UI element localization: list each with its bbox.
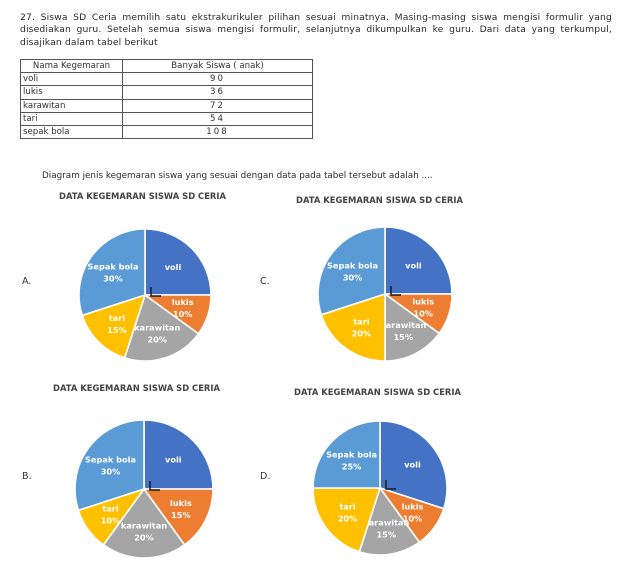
slice-label-voli: voli xyxy=(405,261,422,271)
slice-label-voli: voli xyxy=(165,262,182,272)
slice-percent-karawitan: 15% xyxy=(376,530,396,540)
slice-label-tari: tari xyxy=(339,502,355,512)
slice-percent-sepak-bola: 25% xyxy=(342,462,362,472)
slice-label-sepak-bola: Sepak bola xyxy=(85,455,136,465)
option-label-b[interactable]: B. xyxy=(22,471,32,482)
pie-slice-sepak-bola xyxy=(78,228,146,317)
header-name: Nama Kegemaran xyxy=(20,58,123,74)
pie-chart-d: voli lukis 10%karawitan 15% tari 20% Sepak bol… xyxy=(312,420,448,556)
slice-label-lukis: lukis xyxy=(170,498,192,508)
chart-title-d: DATA KEGEMARAN SISWA SD CERIA xyxy=(294,387,461,397)
slice-label-karawitan: karawitan xyxy=(134,323,180,333)
slice-percent-karawitan: 20% xyxy=(134,532,154,542)
pie-chart-a: voli lukis 10% karawitan 20% tari 15% Sepak bol… xyxy=(78,228,212,362)
pie-slice-karawitan xyxy=(123,293,200,362)
slice-label-tari: tari xyxy=(102,503,118,513)
pie-slice-sepak-bola xyxy=(317,226,386,316)
right-angle-marker xyxy=(150,287,161,297)
table-row: lukis 36 xyxy=(20,85,313,100)
slice-label-tari: tari xyxy=(353,317,369,327)
header-count: Banyak Siswa ( anak) xyxy=(122,58,313,74)
option-label-c[interactable]: C. xyxy=(260,276,270,287)
table-row: karawitan 72 xyxy=(20,98,313,113)
right-angle-marker xyxy=(385,480,396,490)
question-text: 27. Siswa SD Ceria memilih satu ekstraku… xyxy=(20,12,612,48)
chart-title-b: DATA KEGEMARAN SISWA SD CERIA xyxy=(53,383,220,393)
cell-count: 72 xyxy=(122,98,313,113)
cell-name: tari xyxy=(20,111,123,126)
option-label-a[interactable]: A. xyxy=(22,276,32,287)
pie-slice-karawitan xyxy=(358,486,421,556)
slice-percent-lukis: 10% xyxy=(173,309,193,319)
slice-percent-sepak-bola: 30% xyxy=(343,272,363,282)
prompt-text: Diagram jenis kegemaran siswa yang sesua… xyxy=(42,171,433,181)
slice-percent-lukis: 10% xyxy=(413,308,433,318)
slice-label-voli: voli xyxy=(165,455,182,465)
slice-label-sepak-bola: Sepak bola xyxy=(326,450,377,460)
slice-label-sepak-bola: Sepak bola xyxy=(88,262,139,272)
right-angle-marker xyxy=(390,286,401,296)
slice-label-lukis: lukis xyxy=(412,296,434,306)
table-row: sepak bola 108 xyxy=(20,124,313,140)
slice-percent-karawitan: 15% xyxy=(393,332,413,342)
table-row: voli 90 xyxy=(20,72,313,87)
slice-percent-sepak-bola: 30% xyxy=(103,274,123,284)
slice-label-voli: voli xyxy=(404,459,421,469)
pie-slice-karawitan xyxy=(102,487,186,559)
slice-label-sepak-bola: Sepak bola xyxy=(327,260,378,270)
pie-slice-tari xyxy=(320,292,386,362)
right-angle-marker xyxy=(149,481,160,491)
cell-name: lukis xyxy=(20,85,123,100)
pie-chart-c: voli lukis 10% karawitan 15% tari 20% Sepak bol… xyxy=(317,226,453,362)
option-label-d[interactable]: D. xyxy=(260,471,271,482)
slice-percent-tari: 20% xyxy=(338,514,358,524)
pie-slice-lukis xyxy=(142,488,214,546)
pie-slice-karawitan xyxy=(384,292,441,362)
slice-label-karawitan: karawitan xyxy=(121,520,167,530)
cell-name: voli xyxy=(20,72,123,87)
slice-percent-lukis: 15% xyxy=(171,510,191,520)
cell-count: 90 xyxy=(122,72,313,87)
cell-count: 36 xyxy=(122,85,313,100)
slice-percent-lukis: 10% xyxy=(403,514,423,524)
pie-slice-sepak-bola xyxy=(312,420,381,489)
slice-percent-tari: 15% xyxy=(107,325,127,335)
pie-slice-sepak-bola xyxy=(74,419,145,512)
slice-label-lukis: lukis xyxy=(172,297,194,307)
pie-slice-voli xyxy=(143,419,214,490)
table-header-row: Nama Kegemaran Banyak Siswa ( anak) xyxy=(20,58,313,74)
slice-label-karawitan: karawitan xyxy=(363,518,409,528)
pie-slice-voli xyxy=(379,420,448,510)
cell-count: 54 xyxy=(122,111,313,126)
pie-slice-tari xyxy=(312,487,382,553)
data-table: Nama Kegemaran Banyak Siswa ( anak) voli… xyxy=(20,58,313,140)
pie-slice-voli xyxy=(384,226,453,295)
slice-percent-sepak-bola: 30% xyxy=(101,467,121,477)
cell-count: 108 xyxy=(122,124,313,140)
chart-title-c: DATA KEGEMARAN SISWA SD CERIA xyxy=(296,195,463,205)
slice-percent-tari: 20% xyxy=(352,329,372,339)
slice-label-tari: tari xyxy=(109,313,125,323)
chart-title-a: DATA KEGEMARAN SISWA SD CERIA xyxy=(59,191,226,201)
table-row: tari 54 xyxy=(20,111,313,126)
slice-label-lukis: lukis xyxy=(402,502,424,512)
slice-percent-karawitan: 20% xyxy=(147,335,167,345)
slice-label-karawitan: karawitan xyxy=(380,320,426,330)
pie-slice-voli xyxy=(144,228,212,296)
cell-name: sepak bola xyxy=(20,124,123,140)
pie-chart-b: voli lukis 15% karawitan 20% tari 10% Sepak bol… xyxy=(74,419,214,559)
slice-percent-tari: 10% xyxy=(101,515,121,525)
cell-name: karawitan xyxy=(20,98,123,113)
